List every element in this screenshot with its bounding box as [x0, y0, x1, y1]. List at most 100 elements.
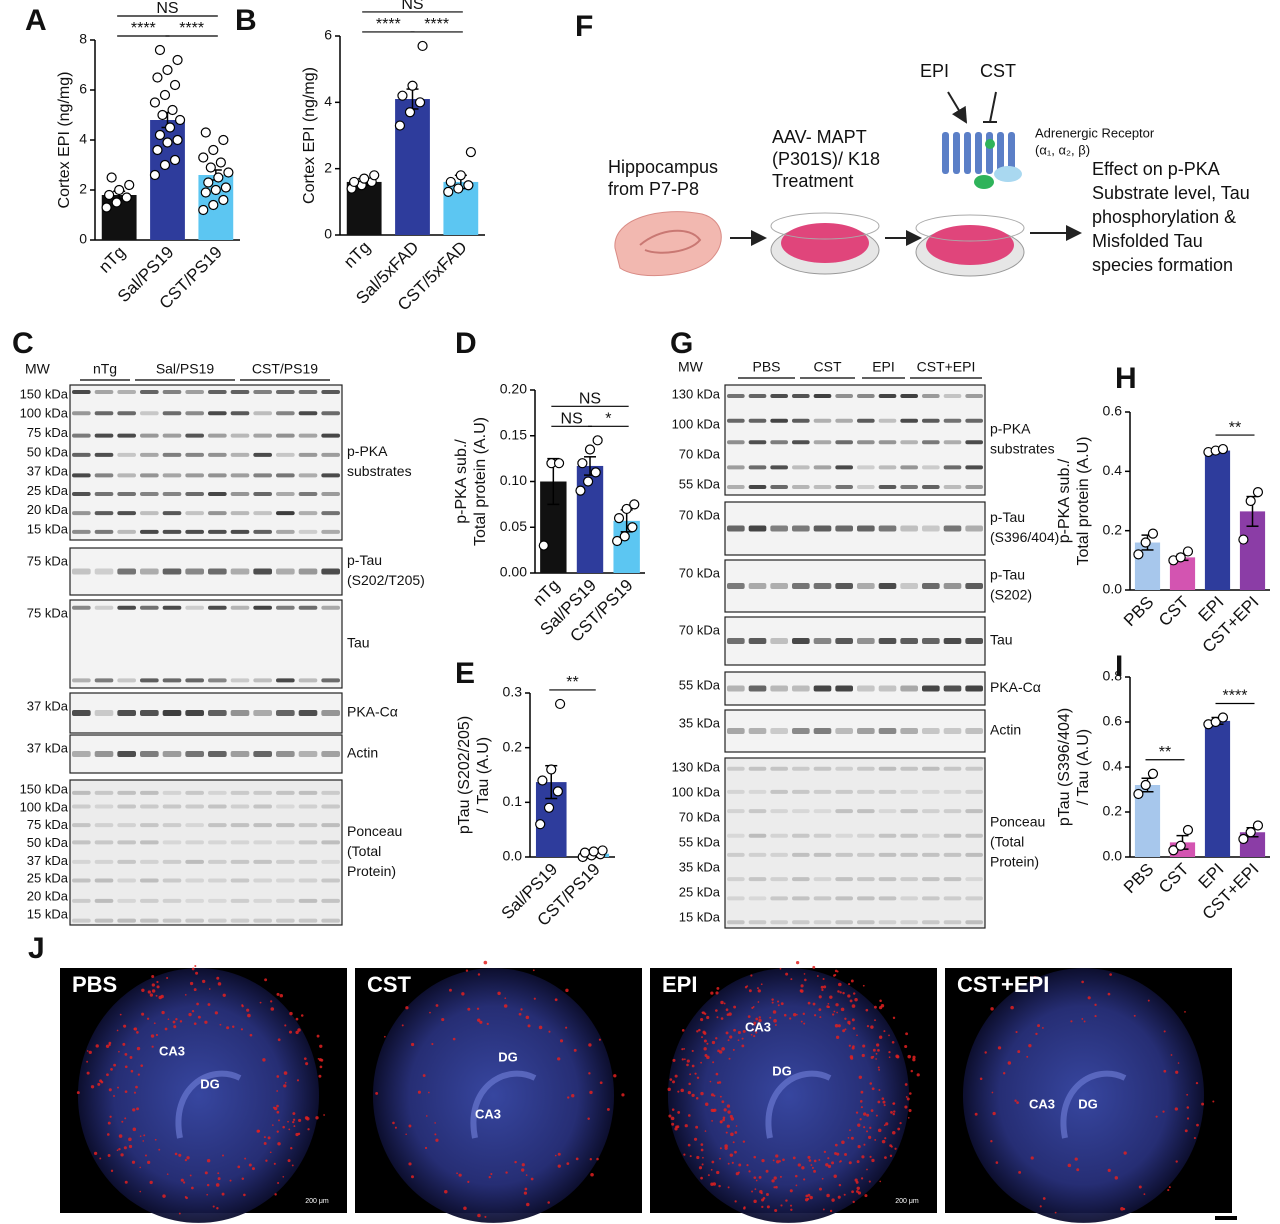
mw-label: 55 kDa — [679, 677, 721, 692]
red-puncta — [277, 1181, 280, 1184]
red-puncta — [858, 1075, 863, 1080]
data-point — [1133, 549, 1144, 560]
red-puncta — [849, 999, 853, 1003]
blot-band — [922, 920, 940, 925]
red-puncta — [851, 1190, 854, 1194]
blot-band — [72, 511, 91, 516]
red-puncta — [86, 1060, 89, 1063]
blot-band — [748, 789, 767, 794]
blot-band — [835, 789, 853, 794]
red-puncta — [807, 1193, 811, 1197]
group-label: CST/PS19 — [252, 361, 318, 377]
red-puncta — [97, 1082, 101, 1086]
blot-band — [965, 638, 983, 644]
data-point — [455, 170, 466, 181]
red-puncta — [547, 1201, 550, 1204]
red-puncta — [240, 1028, 244, 1031]
group-label: PBS — [752, 359, 780, 375]
red-puncta — [716, 1016, 719, 1019]
blot-strip — [69, 692, 343, 734]
data-point — [465, 146, 476, 158]
image-label: PBS — [72, 972, 117, 997]
red-puncta — [748, 1170, 751, 1173]
red-puncta — [789, 1017, 792, 1020]
red-puncta — [694, 1072, 697, 1075]
red-puncta — [300, 1014, 304, 1017]
red-puncta — [853, 992, 856, 995]
data-point — [106, 172, 117, 183]
region-label: CA3 — [745, 1019, 771, 1034]
red-puncta — [720, 1017, 724, 1020]
red-puncta — [566, 1162, 570, 1166]
red-puncta — [883, 1030, 886, 1033]
red-puncta — [823, 985, 827, 989]
blot-band — [72, 452, 91, 457]
red-puncta — [680, 1088, 684, 1093]
red-puncta — [775, 1154, 779, 1158]
red-puncta — [849, 1129, 851, 1132]
red-puncta — [118, 1134, 123, 1138]
data-point — [543, 802, 555, 813]
blot-label: Actin — [990, 722, 1021, 738]
red-puncta — [757, 989, 761, 993]
red-puncta — [715, 1009, 718, 1012]
red-puncta — [113, 1095, 115, 1097]
significance-label: * — [605, 411, 611, 428]
red-puncta — [718, 1081, 722, 1084]
data-point — [208, 199, 219, 211]
red-puncta — [197, 1015, 201, 1019]
red-puncta — [206, 1183, 210, 1187]
red-puncta — [467, 1180, 470, 1183]
blot-band — [94, 390, 114, 395]
red-puncta — [724, 1146, 728, 1150]
red-puncta — [778, 1160, 782, 1163]
significance-label: NS — [579, 391, 601, 408]
red-puncta — [520, 1008, 523, 1011]
data-point — [538, 540, 549, 551]
blot-band — [900, 583, 918, 589]
blot-label: (S202/T205) — [347, 572, 425, 588]
blot-band — [298, 605, 318, 610]
blot-band — [162, 605, 182, 610]
red-puncta — [825, 1163, 829, 1167]
y-tick-label: 0.2 — [1103, 803, 1123, 819]
blot-band — [94, 411, 114, 416]
red-puncta — [689, 1155, 692, 1158]
red-puncta — [838, 982, 842, 987]
red-puncta — [726, 1124, 730, 1128]
blot-band — [253, 878, 272, 883]
red-puncta — [408, 1162, 412, 1166]
blot-band — [857, 393, 875, 398]
red-puncta — [204, 1020, 208, 1024]
blot-band — [727, 685, 745, 692]
red-puncta — [271, 1124, 274, 1126]
red-puncta — [816, 975, 819, 977]
red-puncta — [523, 1191, 528, 1195]
blot-band — [253, 918, 272, 923]
red-puncta — [270, 1007, 275, 1011]
blot-band — [943, 418, 962, 423]
red-puncta — [796, 1013, 798, 1016]
red-puncta — [136, 1107, 140, 1111]
red-puncta — [906, 1097, 910, 1101]
data-point — [172, 134, 183, 146]
blot-band — [253, 411, 272, 416]
tissue-layer — [470, 1070, 537, 1139]
blot-band — [748, 465, 767, 470]
red-puncta — [216, 976, 220, 980]
red-puncta — [831, 1161, 835, 1165]
red-puncta — [812, 1002, 816, 1006]
red-puncta — [465, 969, 469, 972]
red-puncta — [892, 1102, 895, 1105]
red-puncta — [758, 1175, 762, 1179]
red-puncta — [812, 965, 816, 969]
red-puncta — [792, 1013, 797, 1017]
red-puncta — [136, 1031, 139, 1034]
y-axis-label: pTau (S202/205) — [456, 716, 473, 834]
blot-band — [208, 710, 227, 716]
blot-band — [878, 525, 897, 532]
blot-band — [276, 529, 295, 534]
blot-band — [792, 638, 810, 644]
blot-band — [185, 678, 204, 683]
blot-band — [140, 605, 159, 610]
